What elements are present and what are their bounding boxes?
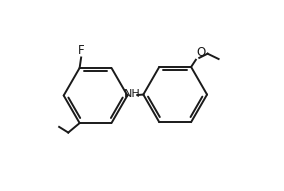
Text: NH: NH [124,89,140,99]
Text: F: F [78,44,84,57]
Text: O: O [197,46,206,59]
